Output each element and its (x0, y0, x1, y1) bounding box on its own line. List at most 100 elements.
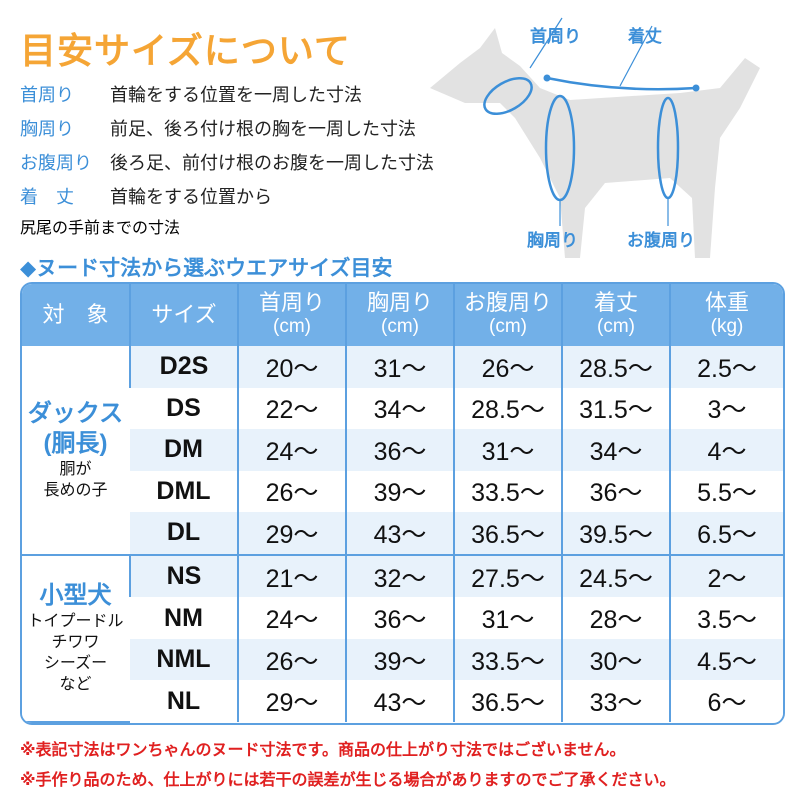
definition-length: 着 丈首輪をする位置から (20, 187, 272, 207)
table-row: DL 29～ 43～ 36.5～ 39.5～ 6.5～ (22, 512, 783, 556)
table-row: 小型犬 トイプードル チワワ シーズー など NS 21～ 32～ 27.5～ 24.5～ 2～ (22, 554, 783, 723)
size-cell: NM (130, 597, 238, 639)
value-cell: 28.5～ (561, 346, 670, 388)
label-belly: お腹周り (627, 231, 695, 250)
value-cell: 26～ (237, 470, 346, 513)
dog-icon (430, 28, 760, 258)
header-label: サイズ (151, 302, 217, 327)
column-header: 首周り (cm) (237, 284, 346, 346)
value-cell: 36～ (345, 429, 454, 471)
value-cell: 4～ (669, 429, 783, 471)
group-name: ダックス (27, 399, 124, 427)
definition-neck: 首周り 首輪をする位置を一周した寸法 (20, 85, 362, 105)
value-cell: 29～ (237, 680, 346, 722)
size-cell: D2S (129, 346, 238, 388)
value-cell: 34～ (345, 387, 454, 430)
value-cell: 4.5～ (669, 638, 783, 681)
value-cell: 34～ (561, 429, 670, 471)
table-row: DM 24～ 36～ 31～ 34～ 4～ (22, 429, 783, 471)
value-cell: 36～ (561, 470, 670, 513)
header-label: 対 象 (42, 302, 109, 327)
value-cell: 6～ (669, 680, 783, 722)
header-label: 胸周り (366, 290, 433, 315)
definition-length-cont: 尻尾の手前までの寸法 (20, 220, 181, 237)
table-row: ダックス (胴長) 胴が 長めの子 D2S 20～ 31～ 26～ 28.5～ 2.5～ (22, 346, 783, 556)
value-cell: 31～ (345, 346, 454, 388)
value-cell: 22～ (237, 387, 346, 430)
value-cell: 32～ (345, 554, 454, 598)
value-cell: 33.5～ (453, 470, 562, 513)
definition-chest: 胸周り 前足、後ろ付け根の胸を一周した寸法 (20, 119, 416, 139)
notes: ※表記寸法はワンちゃんのヌード寸法です。商品の仕上がり寸法ではございません。 ※… (20, 736, 676, 796)
dog-silhouette-diagram (430, 17, 760, 258)
value-cell: 31～ (453, 429, 562, 471)
value-cell: 43～ (345, 680, 454, 722)
value-cell: 5.5～ (669, 470, 783, 513)
value-cell: 2.5～ (669, 346, 783, 388)
value-cell: 39～ (345, 638, 454, 681)
column-header: サイズ (129, 284, 238, 346)
value-cell: 20～ (237, 346, 346, 388)
size-cell: NL (130, 680, 238, 722)
size-cell: DL (130, 512, 238, 556)
column-header: 胸周り (cm) (345, 284, 454, 346)
value-cell: 26～ (453, 346, 562, 388)
value-cell: 29～ (237, 512, 346, 556)
value-cell: 33～ (561, 680, 670, 722)
label-neck: 首周り (530, 27, 581, 46)
note-handmade: ※手作り品のため、仕上がりには若干の誤差が生じる場合がありますのでご了承ください… (20, 772, 676, 789)
definition-belly: お腹周り 後ろ足、前付け根のお腹を一周した寸法 (20, 153, 434, 173)
column-header: お腹周り (cm) (453, 284, 562, 346)
label-chest: 胸周り (527, 231, 578, 250)
value-cell: 24.5～ (561, 554, 670, 598)
column-header: 体重 (kg) (669, 284, 783, 346)
value-cell: 31.5～ (561, 387, 670, 430)
group-name-sub: (胴長) (43, 429, 108, 457)
header-unit: (kg) (710, 316, 744, 337)
value-cell: 21～ (237, 554, 346, 598)
group-cell: 小型犬トイプードル チワワシーズーなど (22, 554, 130, 723)
value-cell: 28.5～ (453, 387, 562, 430)
group-description: など (59, 676, 92, 694)
header-label: 首周り (258, 290, 325, 315)
header-unit: (cm) (381, 316, 419, 337)
value-cell: 30～ (561, 638, 670, 681)
table-row: DS 22～ 34～ 28.5～ 31.5～ 3～ (22, 387, 783, 430)
table-row: NL 29～ 43～ 36.5～ 33～ 6～ (22, 680, 783, 722)
value-cell: 36～ (345, 597, 454, 639)
size-table: 対 象サイズ 首周り (cm) 胸周り (cm) お腹周り (cm) 着丈 (cm) 体重 (kg)… (20, 282, 785, 725)
value-cell: 36.5～ (453, 512, 562, 556)
group-description: 胴が (59, 460, 92, 478)
size-cell: DML (130, 470, 238, 513)
value-cell: 33.5～ (453, 638, 562, 681)
value-cell: 43～ (345, 512, 454, 556)
label-length: 着丈 (628, 27, 662, 46)
value-cell: 24～ (237, 597, 346, 639)
note-nude-size: ※表記寸法はワンちゃんのヌード寸法です。商品の仕上がり寸法ではございません。 (20, 742, 626, 759)
group-description: シーズー (43, 655, 108, 673)
table-row: NML 26～ 39～ 33.5～ 30～ 4.5～ (22, 638, 783, 681)
table-row: DML 26～ 39～ 33.5～ 36～ 5.5～ (22, 470, 783, 513)
value-cell: 2～ (669, 554, 783, 598)
size-cell: NS (129, 554, 238, 598)
group-description: チワワ (51, 634, 100, 652)
value-cell: 39～ (345, 470, 454, 513)
value-cell: 3.5～ (669, 597, 783, 639)
group-description: トイプードル (27, 613, 124, 631)
header-label: お腹周り (463, 290, 552, 315)
value-cell: 26～ (237, 638, 346, 681)
definitions: 首周り 首輪をする位置を一周した寸法 胸周り 前足、後ろ付け根の胸を一周した寸法 お… (20, 78, 434, 238)
value-cell: 36.5～ (453, 680, 562, 722)
value-cell: 24～ (237, 429, 346, 471)
size-cell: DM (130, 429, 238, 471)
group-name: 小型犬 (39, 582, 112, 610)
header-unit: (cm) (489, 316, 527, 337)
page-title: 目安サイズについて (20, 30, 351, 71)
group-cell: ダックス (胴長) 胴が長めの子 (22, 346, 130, 556)
table-row: NM 24～ 36～ 31～ 28～ 3.5～ (22, 597, 783, 639)
value-cell: 39.5～ (561, 512, 670, 556)
value-cell: 31～ (453, 597, 562, 639)
section-title: ◆ヌード寸法から選ぶウエアサイズ目安 (20, 257, 393, 280)
size-cell: NML (130, 638, 238, 681)
group-description: 長めの子 (43, 481, 108, 499)
